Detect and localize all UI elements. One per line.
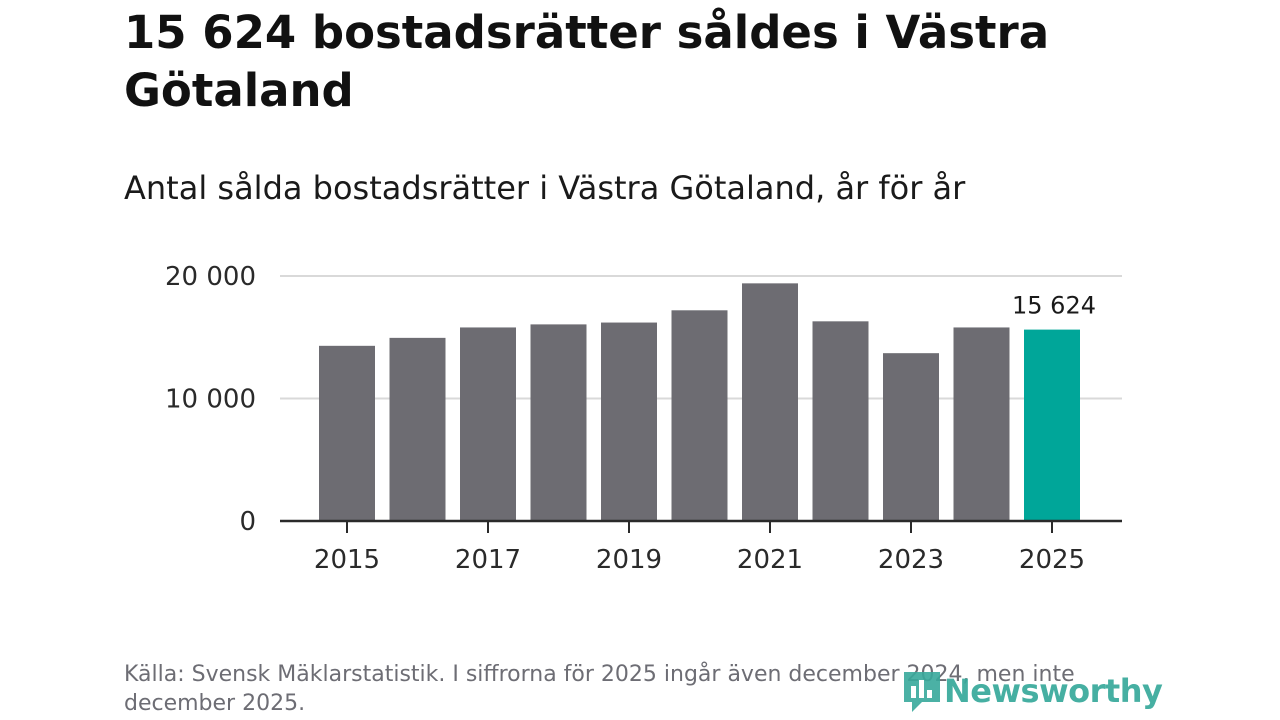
bar xyxy=(883,353,939,521)
x-tick-label: 2019 xyxy=(596,545,662,575)
y-tick-label: 10 000 xyxy=(165,385,256,415)
bar xyxy=(671,310,728,521)
newsworthy-logo-text: Newsworthy xyxy=(944,672,1163,710)
y-tick-label: 0 xyxy=(239,507,256,537)
chart-title: 15 624 bostadsrätter såldes i Västra Göt… xyxy=(124,6,1050,117)
x-tick-label: 2025 xyxy=(1019,545,1085,575)
x-tick-label: 2017 xyxy=(455,545,521,575)
chart-subtitle: Antal sålda bostadsrätter i Västra Götal… xyxy=(124,169,966,207)
bar xyxy=(601,322,657,521)
x-tick-label: 2015 xyxy=(314,545,380,575)
x-tick-label: 2023 xyxy=(878,545,944,575)
y-tick-label: 20 000 xyxy=(165,262,256,292)
x-tick-label: 2021 xyxy=(737,545,803,575)
newsworthy-logo: Newsworthy xyxy=(900,666,1163,716)
bar xyxy=(460,327,516,521)
bar xyxy=(953,327,1010,521)
bar xyxy=(530,324,587,521)
bar xyxy=(389,337,446,521)
newsworthy-logo-icon xyxy=(904,672,940,712)
bar xyxy=(319,345,375,521)
bar xyxy=(1024,329,1080,521)
bar xyxy=(812,321,869,521)
data-label: 15 624 xyxy=(1012,292,1096,320)
bar-chart: 0 10 000 20 000 15 624 2015 2017 2019 2021 2023 2… xyxy=(165,262,1122,575)
bar xyxy=(742,283,798,521)
